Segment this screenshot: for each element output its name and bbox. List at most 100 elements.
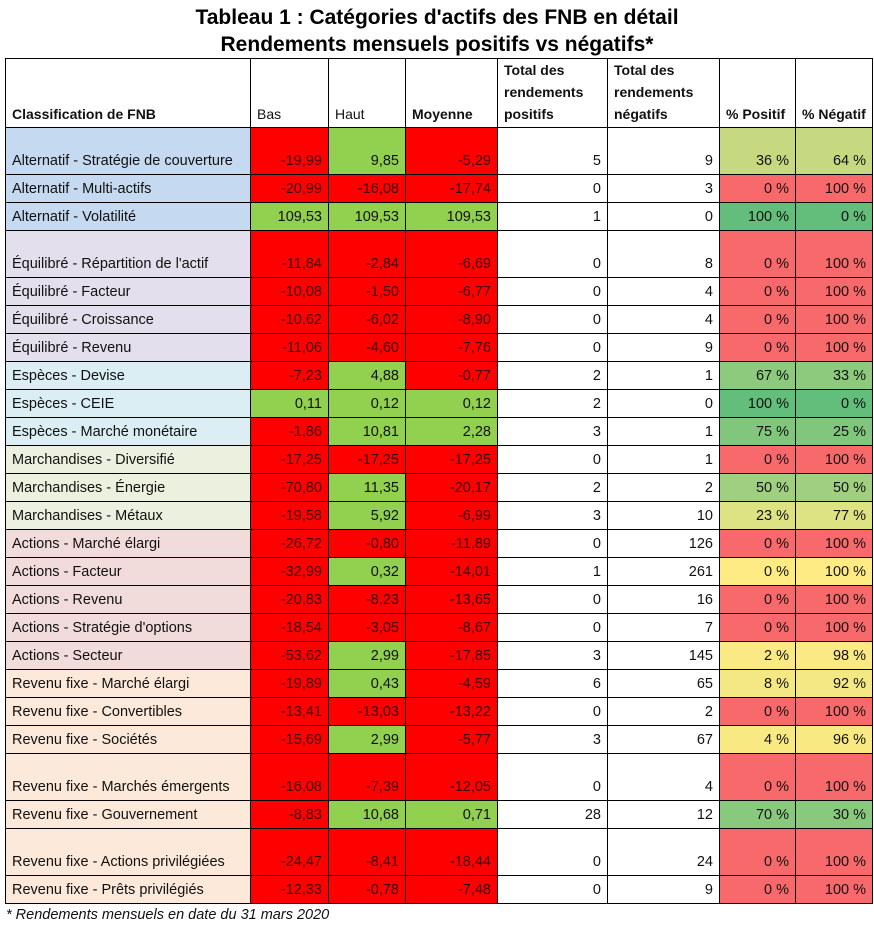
pct-positive-cell: 23 %	[719, 501, 796, 530]
negative-count-cell: 8	[607, 230, 720, 278]
bas-cell: -24,47	[250, 828, 329, 876]
moyenne-cell: -4,59	[405, 669, 498, 698]
positive-count-cell: 2	[497, 473, 608, 502]
pct-positive-cell: 0 %	[719, 613, 796, 642]
moyenne-cell: -11,89	[405, 529, 498, 558]
pct-negative-cell: 100 %	[795, 174, 873, 203]
pct-positive-cell: 0 %	[719, 557, 796, 586]
negative-count-cell: 24	[607, 828, 720, 876]
pct-negative-cell: 100 %	[795, 875, 873, 904]
bas-cell: -20,83	[250, 585, 329, 614]
bas-cell: -18,54	[250, 613, 329, 642]
positive-count-cell: 3	[497, 417, 608, 446]
moyenne-cell: -7,48	[405, 875, 498, 904]
bas-cell: -17,25	[250, 445, 329, 474]
classification-cell: Actions - Secteur	[5, 641, 251, 670]
haut-cell: 9,85	[328, 127, 406, 175]
negative-count-cell: 16	[607, 585, 720, 614]
positive-count-cell: 0	[497, 753, 608, 801]
pct-negative-cell: 30 %	[795, 800, 873, 829]
classification-cell: Actions - Marché élargi	[5, 529, 251, 558]
positive-count-cell: 1	[497, 202, 608, 231]
header-pct-positif: % Positif	[719, 58, 796, 128]
classification-cell: Actions - Facteur	[5, 557, 251, 586]
pct-negative-cell: 50 %	[795, 473, 873, 502]
haut-cell: 4,88	[328, 361, 406, 390]
positive-count-cell: 0	[497, 828, 608, 876]
table-row: Revenu fixe - Actions privilégiées -24,47…	[5, 828, 873, 876]
moyenne-cell: -5,29	[405, 127, 498, 175]
classification-cell: Revenu fixe - Marché élargi	[5, 669, 251, 698]
bas-cell: -11,06	[250, 333, 329, 362]
pct-positive-cell: 70 %	[719, 800, 796, 829]
negative-count-cell: 2	[607, 697, 720, 726]
haut-cell: -8,41	[328, 828, 406, 876]
pct-negative-cell: 25 %	[795, 417, 873, 446]
classification-cell: Espèces - Marché monétaire	[5, 417, 251, 446]
classification-cell: Revenu fixe - Convertibles	[5, 697, 251, 726]
bas-cell: -32,99	[250, 557, 329, 586]
pct-positive-cell: 100 %	[719, 202, 796, 231]
pct-negative-cell: 100 %	[795, 230, 873, 278]
pct-negative-cell: 100 %	[795, 277, 873, 306]
negative-count-cell: 9	[607, 875, 720, 904]
header-classification: Classification de FNB	[5, 58, 251, 128]
header-haut: Haut	[328, 58, 406, 128]
positive-count-cell: 1	[497, 557, 608, 586]
bas-cell: -19,89	[250, 669, 329, 698]
moyenne-cell: -6,69	[405, 230, 498, 278]
classification-cell: Alternatif - Volatilité	[5, 202, 251, 231]
pct-positive-cell: 0 %	[719, 875, 796, 904]
negative-count-cell: 1	[607, 417, 720, 446]
positive-count-cell: 6	[497, 669, 608, 698]
negative-count-cell: 10	[607, 501, 720, 530]
positive-count-cell: 0	[497, 174, 608, 203]
positive-count-cell: 0	[497, 230, 608, 278]
pct-negative-cell: 0 %	[795, 389, 873, 418]
pct-negative-cell: 64 %	[795, 127, 873, 175]
moyenne-cell: -20,17	[405, 473, 498, 502]
moyenne-cell: -13,22	[405, 697, 498, 726]
pct-positive-cell: 0 %	[719, 230, 796, 278]
table-row: Équilibré - Revenu -11,06 -4,60 -7,76 0 9 0 % 1…	[5, 333, 873, 362]
negative-count-cell: 9	[607, 333, 720, 362]
header-negatifs: Total des rendements négatifs	[607, 58, 720, 128]
positive-count-cell: 3	[497, 725, 608, 754]
classification-cell: Revenu fixe - Prêts privilégiés	[5, 875, 251, 904]
haut-cell: 11,35	[328, 473, 406, 502]
moyenne-cell: -7,76	[405, 333, 498, 362]
haut-cell: 109,53	[328, 202, 406, 231]
table-row: Revenu fixe - Prêts privilégiés -12,33 -0,…	[5, 875, 873, 904]
bas-cell: -19,99	[250, 127, 329, 175]
table-row: Marchandises - Métaux -19,58 5,92 -6,99 3 10 2…	[5, 501, 873, 530]
table-title: Tableau 1 : Catégories d'actifs des FNB …	[0, 0, 874, 58]
table-body: Alternatif - Stratégie de couverture -19,…	[5, 127, 873, 904]
positive-count-cell: 0	[497, 529, 608, 558]
pct-negative-cell: 100 %	[795, 828, 873, 876]
pct-negative-cell: 98 %	[795, 641, 873, 670]
negative-count-cell: 65	[607, 669, 720, 698]
bas-cell: -7,23	[250, 361, 329, 390]
pct-positive-cell: 0 %	[719, 529, 796, 558]
haut-cell: -6,02	[328, 305, 406, 334]
pct-positive-cell: 0 %	[719, 277, 796, 306]
classification-cell: Revenu fixe - Gouvernement	[5, 800, 251, 829]
haut-cell: 2,99	[328, 641, 406, 670]
pct-positive-cell: 0 %	[719, 174, 796, 203]
positive-count-cell: 28	[497, 800, 608, 829]
classification-cell: Marchandises - Énergie	[5, 473, 251, 502]
bas-cell: -8,83	[250, 800, 329, 829]
pct-negative-cell: 100 %	[795, 557, 873, 586]
pct-negative-cell: 100 %	[795, 333, 873, 362]
header-bas: Bas	[250, 58, 329, 128]
pct-negative-cell: 100 %	[795, 529, 873, 558]
table-row: Revenu fixe - Marché élargi -19,89 0,43 -4,…	[5, 669, 873, 698]
pct-positive-cell: 36 %	[719, 127, 796, 175]
positive-count-cell: 0	[497, 613, 608, 642]
positive-count-cell: 0	[497, 585, 608, 614]
table-row: Revenu fixe - Gouvernement -8,83 10,68 0,71…	[5, 800, 873, 829]
moyenne-cell: -6,77	[405, 277, 498, 306]
negative-count-cell: 2	[607, 473, 720, 502]
pct-negative-cell: 100 %	[795, 445, 873, 474]
table-row: Actions - Marché élargi -26,72 -0,80 -11,89…	[5, 529, 873, 558]
